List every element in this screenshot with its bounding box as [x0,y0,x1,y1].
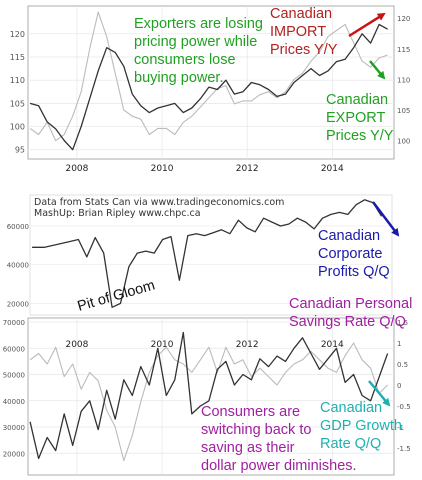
gdp-growth-line [29,342,388,462]
export-label: Canadian EXPORT Prices Y/Y [326,92,394,144]
corporate-profits-line [32,199,383,308]
savings-panel-frame [27,317,395,476]
price-right-tick: 110 [397,76,410,84]
gdp-right-tick: -1.5 [397,445,411,453]
price-panel-frame [27,5,395,160]
gdp-down-arrow [368,380,391,407]
price-left-tick: 120 [10,30,25,39]
price-left-tick: 95 [15,146,25,155]
gdp-right-tick: -0.5 [397,403,411,411]
gdp-right-tick: 0 [397,382,401,390]
savings-left-tick: 60000 [3,345,25,353]
savings-left-tick: 50000 [3,372,25,380]
savings-label: Canadian Personal Savings Rate Q/Q [289,296,416,330]
profits-tick: 60000 [7,223,29,231]
source-line: Data from Stats Can via www.tradingecono… [34,197,284,208]
exporters-annotation: Exporters are losing pricing power while… [134,16,267,86]
price-year-tick: 2014 [321,164,344,174]
export-down-arrow [369,60,386,80]
price-left-tick: 110 [10,76,25,85]
savings-left-tick: 20000 [3,450,25,458]
price-left-tick: 115 [10,53,25,62]
gdp-right-tick: 1 [397,340,401,348]
pit-of-gloom-label: Pit of Gloom [76,277,157,314]
profits-panel-frame [29,194,393,316]
gdp-right-tick: -1 [397,424,404,432]
profits-down-arrow [372,201,400,237]
price-right-tick: 115 [397,46,410,54]
price-year-tick: 2010 [151,164,174,174]
price-right-tick: 120 [397,15,410,23]
gdp-label: Canadian GDP Growth Rate Q/Q [320,400,406,452]
savings-year-tick: 2008 [65,340,88,350]
price-year-tick: 2012 [236,164,259,174]
personal-savings-line [29,331,389,460]
savings-left-tick: 30000 [3,424,25,432]
profits-label: Canadian Corporate Profits Q/Q [318,228,390,280]
price-year-tick: 2008 [65,164,88,174]
price-left-tick: 100 [10,123,25,132]
consumers-annotation: Consumers are switching back to saving a… [201,404,357,474]
profits-tick: 40000 [7,262,29,270]
gdp-right-tick: 1.5 [397,319,408,327]
import-up-arrow [348,12,386,38]
price-right-tick: 105 [397,107,410,115]
price-right-tick: 100 [397,138,410,146]
savings-left-tick: 70000 [3,319,25,327]
savings-left-tick: 40000 [3,398,25,406]
export-prices-line [29,11,388,142]
mashup-line: MashUp: Brian Ripley www.chpc.ca [34,208,201,219]
gdp-right-tick: 0.5 [397,361,408,369]
savings-year-tick: 2012 [236,340,259,350]
price-left-tick: 105 [10,99,25,108]
profits-tick: 20000 [7,300,29,308]
savings-year-tick: 2014 [321,340,344,350]
import-prices-line [29,23,388,151]
import-label: Canadian IMPORT Prices Y/Y [270,6,338,58]
savings-year-tick: 2010 [151,340,174,350]
